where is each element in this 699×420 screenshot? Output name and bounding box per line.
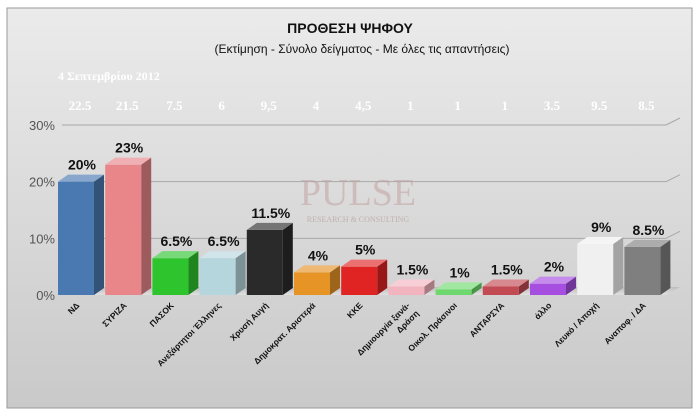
bar-side <box>330 265 340 295</box>
top-value-label: 6 <box>218 98 225 113</box>
grid-line <box>665 230 681 239</box>
grid-lines <box>62 117 681 239</box>
data-label: 5% <box>355 242 376 258</box>
bar <box>152 251 199 295</box>
bar-side <box>660 239 671 295</box>
top-value-label: 21.5 <box>116 98 139 113</box>
data-label: 11.5% <box>251 205 290 221</box>
bar <box>624 239 671 295</box>
date-label: 4 Σεπτεμβρίου 2012 <box>58 69 160 83</box>
chart-subtitle: (Εκτίμηση - Σύνολο δείγματος - Με όλες τ… <box>215 42 510 56</box>
bar <box>577 237 624 295</box>
top-value-label: 8.5 <box>638 98 655 113</box>
bar-top <box>58 174 104 182</box>
grid-line <box>665 174 681 183</box>
data-label: 1.5% <box>491 262 523 278</box>
watermark-logo: PULSE <box>300 172 416 214</box>
bar-side <box>424 279 435 295</box>
bar <box>435 282 482 295</box>
bar-top <box>341 259 388 267</box>
data-label: 2% <box>544 259 565 275</box>
bar-side <box>377 259 388 295</box>
top-value-label: 22.5 <box>69 98 92 113</box>
bar-side <box>94 174 104 295</box>
bar-top <box>482 279 529 287</box>
bar-side <box>282 222 293 295</box>
bar <box>199 251 246 295</box>
y-tick-label: 20% <box>29 175 55 190</box>
bar-side <box>471 282 482 295</box>
bar <box>341 259 388 295</box>
top-value-label: 4 <box>313 98 320 113</box>
data-label: 20% <box>68 157 97 173</box>
data-label: 23% <box>115 140 144 156</box>
bar-side <box>188 251 199 295</box>
bar-top <box>388 279 435 287</box>
bar-top <box>246 222 293 230</box>
bar-front <box>341 266 378 295</box>
bar-top <box>152 251 199 259</box>
top-value-label: 1 <box>502 98 509 113</box>
y-tick-label: 10% <box>29 231 55 246</box>
bar-top <box>199 251 246 259</box>
bar <box>246 222 293 295</box>
bar-side <box>141 157 152 295</box>
bar-front <box>388 286 425 295</box>
bar-side <box>518 279 529 295</box>
bar-side <box>235 251 246 295</box>
bar <box>58 174 104 295</box>
data-label: 1.5% <box>396 262 428 278</box>
top-value-label: 4,5 <box>355 98 372 113</box>
bar-front <box>530 283 566 295</box>
top-value-label: 1 <box>407 98 414 113</box>
bar-front <box>152 258 189 295</box>
bar-top <box>435 282 482 290</box>
bar-front <box>58 181 94 295</box>
data-label: 1% <box>449 264 470 280</box>
bar-front <box>624 246 661 295</box>
bar-top <box>294 265 340 273</box>
bar-front <box>577 244 614 295</box>
bar-front <box>246 229 283 295</box>
data-label: 4% <box>308 247 329 263</box>
bar-front <box>482 286 519 295</box>
bar-side <box>613 237 624 295</box>
top-value-label: 9.5 <box>591 98 608 113</box>
top-value-label: 3.5 <box>544 98 561 113</box>
y-tick-label: 0% <box>36 288 55 303</box>
bars: 20% 23% 6.5% 6.5% 11.5% 4% 5% 1.5% 1% 1.5% 2% 9% 8.5… <box>58 140 671 295</box>
bar <box>388 279 435 295</box>
data-label: 9% <box>591 219 612 235</box>
bar <box>482 279 529 295</box>
top-value-label: 9,5 <box>261 98 278 113</box>
bar-front <box>105 164 142 295</box>
data-label: 6.5% <box>160 233 192 249</box>
watermark-subtitle: RESEARCH & CONSULTING <box>307 215 410 224</box>
top-value-label: 7.5 <box>166 98 183 113</box>
y-axis: 0% 10% 20% 30% <box>29 118 55 303</box>
bar <box>530 276 576 295</box>
top-values-row: 22.5 21.5 7.5 6 9,5 4 4,5 1 1 1 3.5 9.5 8.5 <box>69 98 655 113</box>
chart-title: ΠΡΟΘΕΣΗ ΨΗΦΟΥ <box>287 20 413 36</box>
data-label: 8.5% <box>632 222 664 238</box>
bar-front <box>294 272 330 295</box>
bar-front <box>199 258 236 295</box>
bar-front <box>435 289 472 295</box>
top-value-label: 1 <box>454 98 461 113</box>
bar-top <box>105 157 152 165</box>
bar <box>294 265 340 295</box>
bar <box>105 157 152 295</box>
data-label: 6.5% <box>208 233 240 249</box>
bar-side <box>566 276 576 295</box>
bar-top <box>530 276 576 284</box>
y-tick-label: 30% <box>29 118 55 133</box>
grid-line <box>665 117 681 126</box>
bar-top <box>577 237 624 244</box>
bar-top <box>624 239 671 247</box>
